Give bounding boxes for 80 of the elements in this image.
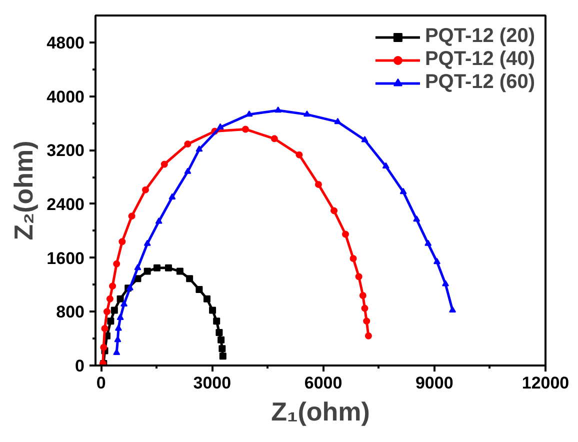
point bbox=[203, 295, 210, 302]
point bbox=[128, 212, 136, 220]
point bbox=[216, 123, 224, 130]
point bbox=[330, 207, 338, 214]
point bbox=[216, 329, 223, 336]
point bbox=[303, 110, 310, 117]
point bbox=[109, 282, 116, 290]
point bbox=[196, 286, 203, 293]
point bbox=[184, 168, 192, 174]
point bbox=[350, 254, 357, 262]
x-tick-label: 0 bbox=[96, 374, 106, 392]
y-tick-label: 4800 bbox=[46, 33, 85, 52]
point bbox=[361, 136, 368, 142]
point bbox=[218, 345, 226, 352]
point bbox=[176, 268, 184, 275]
legend-label: PQT-12 (40) bbox=[424, 48, 535, 71]
point bbox=[120, 300, 128, 306]
point bbox=[424, 240, 432, 246]
point bbox=[184, 140, 192, 148]
y-tick-label: 1600 bbox=[46, 248, 85, 268]
point bbox=[114, 336, 122, 342]
point bbox=[164, 264, 172, 272]
point bbox=[101, 324, 108, 332]
point bbox=[118, 238, 126, 246]
point bbox=[213, 318, 220, 325]
point bbox=[382, 162, 390, 168]
point bbox=[144, 268, 151, 275]
y-tick-label: 4000 bbox=[46, 87, 85, 106]
point bbox=[314, 180, 322, 188]
point bbox=[334, 118, 342, 124]
point bbox=[114, 324, 122, 331]
point bbox=[442, 280, 449, 286]
point bbox=[364, 332, 372, 340]
point bbox=[361, 304, 368, 312]
x-axis-title: Z₁(ohm) bbox=[271, 396, 370, 426]
point bbox=[413, 215, 420, 222]
point bbox=[209, 306, 216, 314]
point bbox=[363, 318, 370, 325]
x-tick-label: 3000 bbox=[193, 374, 232, 392]
point bbox=[274, 106, 282, 113]
y-axis-title: Z₂(ohm) bbox=[8, 140, 39, 240]
legend-label: PQT-12 (20) bbox=[424, 25, 535, 48]
point bbox=[449, 306, 456, 313]
point bbox=[155, 217, 162, 224]
point bbox=[296, 151, 303, 158]
point bbox=[134, 264, 142, 270]
point bbox=[242, 126, 249, 133]
point bbox=[107, 318, 114, 325]
y-tick-label: 0 bbox=[75, 356, 85, 376]
point bbox=[186, 275, 194, 282]
point bbox=[196, 145, 203, 152]
x-tick-label: 6000 bbox=[304, 374, 342, 392]
point bbox=[400, 188, 407, 194]
point bbox=[218, 336, 225, 344]
point bbox=[168, 193, 176, 200]
point bbox=[110, 306, 118, 314]
point bbox=[142, 186, 149, 194]
point bbox=[153, 264, 160, 272]
point bbox=[116, 314, 124, 320]
x-tick-label: 9000 bbox=[415, 374, 454, 392]
point bbox=[342, 230, 349, 238]
point bbox=[144, 240, 151, 246]
point bbox=[359, 292, 366, 299]
point bbox=[116, 295, 124, 302]
point bbox=[100, 344, 108, 351]
point bbox=[113, 348, 120, 355]
point bbox=[219, 352, 226, 360]
point bbox=[355, 273, 362, 280]
x-tick-label: 12000 bbox=[522, 374, 570, 392]
y-tick-label: 2400 bbox=[46, 194, 85, 214]
legend-label: PQT-12 (60) bbox=[424, 71, 535, 94]
point bbox=[103, 308, 110, 316]
y-tick-label: 800 bbox=[56, 302, 85, 322]
point bbox=[270, 135, 278, 142]
y-tick-label: 3200 bbox=[46, 141, 85, 160]
point bbox=[113, 260, 120, 268]
point bbox=[433, 258, 440, 264]
point bbox=[106, 295, 114, 302]
point bbox=[160, 160, 168, 168]
point bbox=[246, 110, 253, 117]
